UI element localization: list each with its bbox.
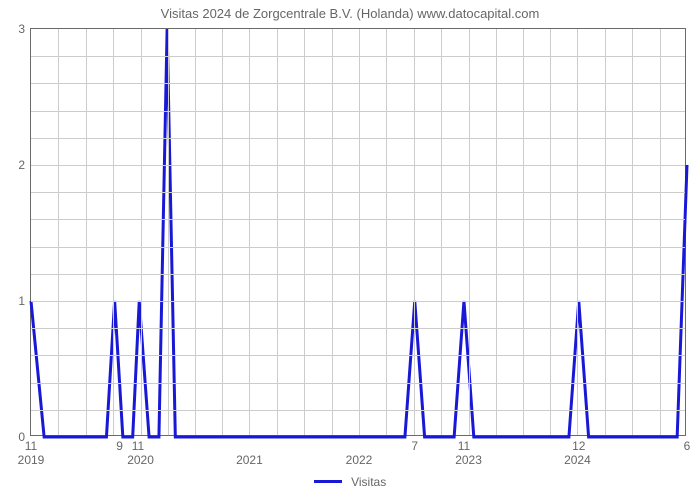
chart-title: Visitas 2024 de Zorgcentrale B.V. (Holan…	[0, 6, 700, 21]
xtick-point-label: 7	[411, 435, 418, 453]
xtick-year-label: 2021	[236, 435, 263, 467]
chart-container: Visitas 2024 de Zorgcentrale B.V. (Holan…	[0, 0, 700, 500]
xtick-point-label: 9	[116, 435, 123, 453]
xtick-point-label: 11	[458, 435, 470, 453]
xtick-point-label: 12	[572, 435, 585, 453]
xtick-point-label: 11	[132, 435, 144, 453]
legend-label: Visitas	[351, 475, 386, 489]
plot-area: 012320192020202120222023202411911711126	[30, 28, 686, 436]
xtick-year-label: 2022	[346, 435, 373, 467]
xtick-point-label: 6	[684, 435, 691, 453]
ytick-label: 2	[18, 158, 31, 172]
ytick-label: 3	[18, 22, 31, 36]
xtick-point-label: 11	[25, 435, 37, 453]
ytick-label: 1	[18, 294, 31, 308]
legend: Visitas	[0, 474, 700, 489]
legend-swatch	[314, 480, 342, 483]
